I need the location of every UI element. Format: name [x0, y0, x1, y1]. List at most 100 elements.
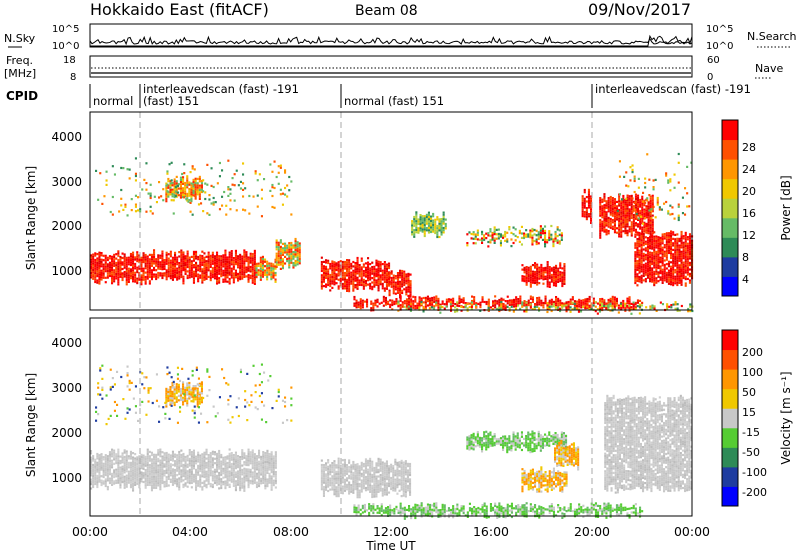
- heatmap-cell: [409, 280, 412, 283]
- heatmap-cell: [213, 277, 216, 280]
- heatmap-cell: [559, 277, 562, 280]
- heatmap-cell: [195, 250, 198, 253]
- heatmap-cell: [174, 468, 177, 472]
- heatmap-cell: [645, 306, 648, 309]
- noise-right-tick-bottom: 10^0: [706, 41, 733, 52]
- heatmap-cell: [557, 274, 560, 277]
- heatmap-cell: [94, 280, 97, 284]
- heatmap-cell: [477, 302, 480, 305]
- heatmap-cell: [659, 267, 662, 270]
- heatmap-cell: [134, 472, 137, 475]
- heatmap-cell: [381, 287, 384, 290]
- heatmap-cell: [138, 475, 141, 478]
- heatmap-cell: [670, 276, 673, 279]
- heatmap-cell: [651, 260, 654, 263]
- heatmap-cell: [557, 300, 560, 303]
- heatmap-cell: [343, 282, 346, 286]
- heatmap-cell: [534, 266, 537, 269]
- heatmap-cell: [392, 289, 395, 293]
- heatmap-cell: [542, 301, 545, 305]
- heatmap-cell: [506, 238, 509, 241]
- heatmap-cell: [498, 301, 501, 304]
- heatmap-cell: [686, 258, 689, 261]
- heatmap-cell: [174, 479, 177, 483]
- heatmap-cell: [618, 195, 621, 198]
- heatmap-cell: [637, 203, 640, 206]
- heatmap-cell: [218, 268, 221, 271]
- heatmap-cell: [294, 244, 297, 247]
- heatmap-cell: [644, 249, 647, 252]
- heatmap-cell: [169, 467, 172, 470]
- heatmap-cell: [294, 264, 297, 267]
- heatmap-cell: [641, 204, 644, 207]
- heatmap-cell: [489, 241, 492, 244]
- heatmap-cell: [148, 273, 151, 276]
- heatmap-cell: [403, 288, 406, 291]
- heatmap-cell: [672, 253, 675, 256]
- heatmap-cell: [117, 252, 120, 255]
- heatmap-cell: [346, 285, 349, 288]
- heatmap-cell: [188, 482, 191, 485]
- heatmap-cell: [115, 459, 118, 462]
- heatmap-cell: [127, 276, 130, 279]
- heatmap-cell: [587, 206, 590, 209]
- heatmap-cell: [105, 170, 108, 173]
- heatmap-cell: [257, 262, 260, 265]
- heatmap-cell: [165, 471, 168, 474]
- heatmap-cell: [284, 244, 287, 247]
- heatmap-cell: [550, 303, 553, 306]
- heatmap-cell: [346, 270, 349, 273]
- heatmap-cell: [119, 266, 122, 270]
- heatmap-cell: [397, 302, 400, 306]
- heatmap-cell: [622, 225, 625, 228]
- heatmap-cell: [155, 478, 158, 481]
- heatmap-cell: [529, 270, 532, 273]
- heatmap-cell: [155, 456, 158, 459]
- heatmap-cell: [655, 270, 658, 273]
- heatmap-cell: [670, 252, 673, 255]
- heatmap-cell: [134, 265, 137, 268]
- heatmap-cell: [120, 204, 123, 207]
- heatmap-cell: [127, 269, 130, 272]
- heatmap-cell: [343, 274, 346, 277]
- heatmap-cell: [188, 460, 191, 463]
- heatmap-cell: [688, 257, 691, 260]
- heatmap-cell: [626, 306, 629, 309]
- heatmap-cell: [561, 271, 564, 274]
- heatmap-cell: [121, 276, 124, 279]
- heatmap-cell: [538, 301, 541, 304]
- heatmap-cell: [640, 259, 643, 262]
- heatmap-cell: [603, 204, 606, 207]
- heatmap-cell: [680, 241, 683, 245]
- heatmap-cell: [573, 307, 576, 310]
- heatmap-cell: [230, 272, 233, 275]
- heatmap-cell: [599, 230, 602, 233]
- heatmap-cell: [190, 186, 193, 189]
- heatmap-cell: [134, 470, 137, 473]
- heatmap-cell: [642, 239, 645, 242]
- heatmap-cell: [669, 189, 672, 192]
- heatmap-cell: [220, 272, 223, 275]
- heatmap-cell: [165, 476, 168, 479]
- heatmap-cell: [261, 260, 264, 263]
- heatmap-cell: [379, 276, 382, 279]
- heatmap-cell: [590, 208, 593, 211]
- heatmap-cell: [245, 268, 248, 271]
- heatmap-cell: [676, 279, 679, 282]
- heatmap-cell: [129, 468, 132, 471]
- heatmap-cell: [146, 273, 149, 276]
- heatmap-cell: [472, 233, 475, 236]
- heatmap-cell: [626, 223, 629, 226]
- heatmap-cell: [199, 276, 202, 279]
- heatmap-cell: [534, 275, 537, 278]
- heatmap-cell: [550, 273, 553, 277]
- heatmap-cell: [529, 276, 532, 279]
- heatmap-cell: [383, 280, 386, 283]
- heatmap-cell: [144, 264, 147, 268]
- heatmap-cell: [205, 453, 208, 456]
- heatmap-cell: [688, 242, 691, 245]
- heatmap-cell: [253, 269, 256, 272]
- heatmap-cell: [188, 181, 191, 184]
- heatmap-cell: [613, 198, 616, 201]
- heatmap-cell: [121, 476, 124, 479]
